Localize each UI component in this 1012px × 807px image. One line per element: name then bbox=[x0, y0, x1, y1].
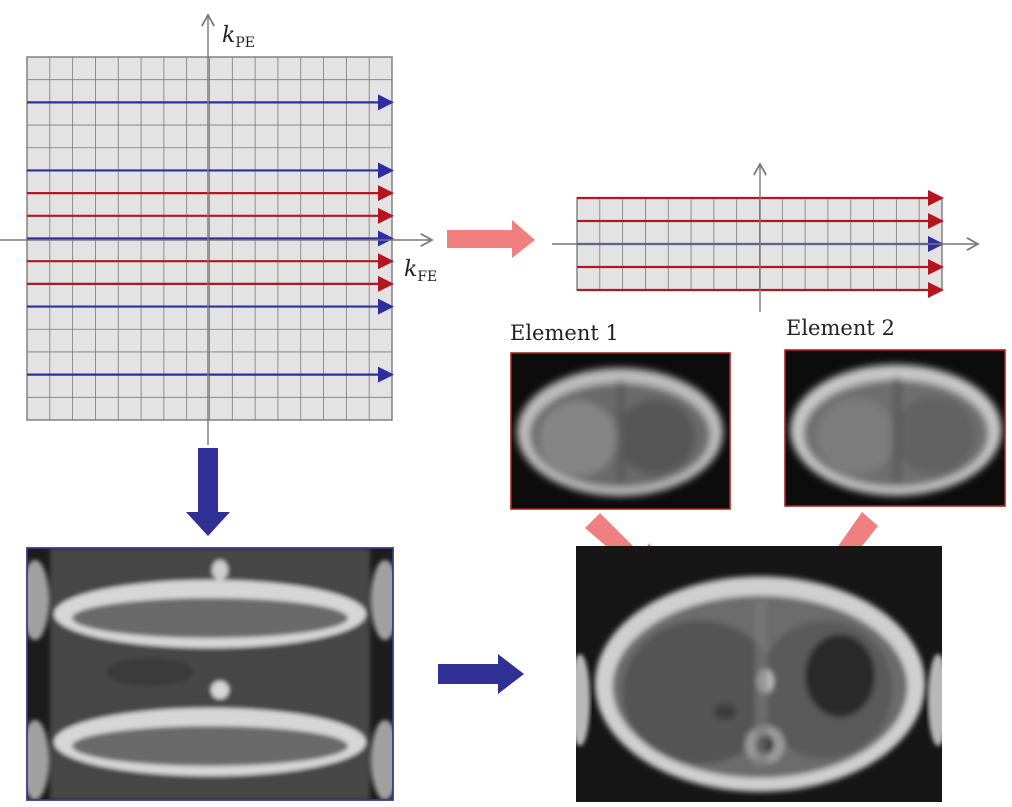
acquired-line-blue-arrowhead bbox=[378, 162, 394, 179]
acquired-line-red-arrowhead bbox=[378, 253, 394, 270]
acquired-line-red-arrowhead bbox=[928, 259, 944, 275]
acquired-line-blue-arrowhead bbox=[378, 230, 394, 247]
navy-arrow-right-icon bbox=[438, 654, 524, 694]
kpe-label: kPE bbox=[222, 23, 255, 51]
acquired-line-red-arrowhead bbox=[378, 185, 394, 202]
navy-arrow-down-icon bbox=[186, 448, 230, 536]
acquired-line-red-arrowhead bbox=[378, 275, 394, 292]
acquired-line-red-arrowhead bbox=[928, 190, 944, 206]
kfe-label: kFE bbox=[404, 257, 437, 285]
element-1-coil-image bbox=[510, 352, 731, 510]
reconstructed-image bbox=[576, 546, 942, 802]
element-2-label: Element 2 bbox=[786, 316, 895, 340]
acquired-line-red-arrowhead bbox=[928, 213, 944, 229]
acquired-line-blue-arrowhead bbox=[378, 366, 394, 383]
element-2-coil-image bbox=[784, 349, 1006, 507]
acquired-line-blue-arrowhead bbox=[378, 298, 394, 315]
element-1-label: Element 1 bbox=[510, 321, 619, 345]
aliased-folded-image bbox=[26, 547, 394, 801]
acquired-line-red-arrowhead bbox=[928, 282, 944, 298]
pink-arrow-right-icon bbox=[447, 220, 535, 258]
full-kspace-readout-lines bbox=[27, 94, 394, 383]
acquired-line-red-arrowhead bbox=[378, 207, 394, 224]
acquired-line-blue-arrowhead bbox=[378, 94, 394, 111]
